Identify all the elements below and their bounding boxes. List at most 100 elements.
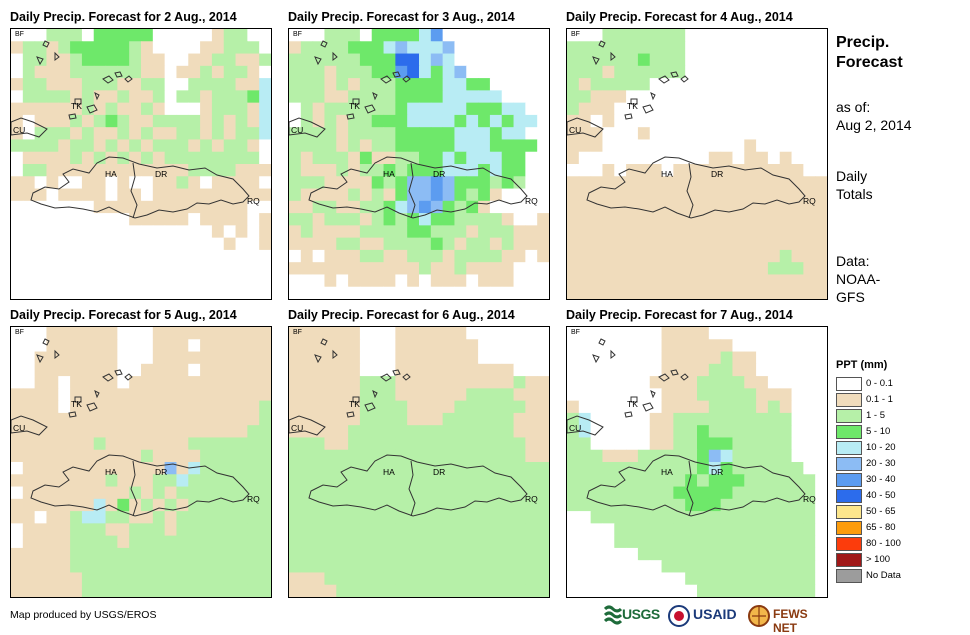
grid-cell — [791, 29, 804, 42]
grid-cell — [348, 139, 361, 153]
grid-cell — [235, 262, 248, 275]
grid-cell — [815, 339, 827, 353]
grid-cell — [720, 425, 733, 438]
grid-cell — [815, 249, 827, 263]
grid-cell — [537, 164, 549, 177]
grid-cell — [661, 339, 674, 353]
grid-cell — [105, 65, 118, 79]
grid-cell — [81, 164, 95, 177]
grid-cell — [407, 486, 420, 500]
grid-cell — [289, 339, 302, 353]
grid-cell — [211, 547, 225, 561]
grid-cell — [371, 274, 385, 288]
grid-cell — [46, 114, 59, 128]
grid-cell — [129, 90, 142, 104]
grid-cell — [34, 90, 47, 104]
grid-cell — [756, 437, 769, 451]
grid-cell — [732, 262, 745, 275]
grid-cell — [300, 114, 314, 128]
grid-cell — [489, 412, 503, 426]
grid-cell — [188, 498, 201, 512]
grid-cell — [720, 437, 733, 451]
grid-cell — [720, 262, 733, 275]
grid-cell — [105, 90, 118, 104]
grid-cell — [407, 41, 420, 55]
grid-cell — [756, 151, 769, 165]
grid-cell — [537, 584, 549, 597]
grid-cell — [673, 339, 686, 353]
grid-cell — [732, 547, 745, 561]
grid-cell — [129, 176, 142, 190]
island-outline — [36, 56, 44, 66]
grid-cell — [501, 65, 515, 79]
grid-cell — [22, 237, 36, 251]
grid-cell — [815, 90, 827, 104]
grid-cell — [371, 412, 385, 426]
grid-cell — [93, 200, 107, 214]
grid-cell — [336, 486, 349, 500]
grid-cell — [803, 351, 816, 365]
grid-cell — [791, 523, 804, 537]
grid-cell — [70, 388, 83, 402]
grid-cell — [708, 339, 722, 353]
grid-cell — [34, 511, 47, 524]
grid-cell — [247, 474, 260, 488]
grid-cell — [34, 584, 47, 597]
grid-cell — [46, 139, 59, 153]
grid-cell — [501, 437, 515, 451]
grid-cell — [336, 127, 349, 140]
grid-cell — [767, 213, 781, 226]
grid-cell — [176, 535, 189, 549]
grid-cell — [22, 572, 36, 586]
grid-cell — [454, 462, 467, 475]
grid-cell — [81, 535, 95, 549]
grid-cell — [442, 286, 455, 299]
grid-cell — [383, 114, 396, 128]
grid-cell — [348, 78, 361, 91]
grid-cell — [22, 363, 36, 377]
grid-cell — [117, 400, 130, 414]
legend-label: 65 - 80 — [866, 522, 896, 533]
grid-cell — [578, 90, 592, 104]
grid-cell — [697, 560, 710, 573]
grid-cell — [383, 363, 396, 377]
grid-cell — [779, 286, 793, 299]
grid-cell — [578, 363, 592, 377]
grid-cell — [46, 339, 59, 353]
grid-cell — [259, 412, 271, 426]
grid-cell — [637, 286, 651, 299]
grid-cell — [637, 29, 651, 42]
grid-cell — [383, 388, 396, 402]
grid-cell — [324, 237, 337, 251]
grid-cell — [720, 584, 733, 597]
grid-cell — [188, 339, 201, 353]
panel-aug2: Daily Precip. Forecast for 2 Aug., 2014 … — [10, 10, 272, 300]
grid-cell — [430, 351, 444, 365]
grid-cell — [34, 560, 47, 573]
grid-cell — [188, 262, 201, 275]
grid-cell — [637, 560, 651, 573]
grid-cell — [673, 437, 686, 451]
grid-cell — [395, 547, 408, 561]
grid-cell — [348, 437, 361, 451]
grid-cell — [70, 114, 83, 128]
grid-cell — [70, 127, 83, 140]
island-outline — [598, 40, 606, 48]
grid-cell — [779, 449, 793, 463]
grid-cell — [247, 511, 260, 524]
grid-cell — [673, 188, 686, 202]
grid-cell — [289, 176, 302, 190]
grid-cell — [383, 425, 396, 438]
grid-cell — [46, 225, 59, 239]
grid-cell — [454, 78, 467, 91]
data-label: Data: — [836, 253, 870, 269]
grid-cell — [300, 449, 314, 463]
grid-cell — [247, 262, 260, 275]
grid-cell — [129, 339, 142, 353]
grid-cell — [744, 114, 757, 128]
grid-cell — [567, 41, 580, 55]
grid-cell — [117, 65, 130, 79]
grid-cell — [176, 102, 189, 116]
grid-cell — [419, 78, 432, 91]
grid-cell — [223, 78, 237, 91]
